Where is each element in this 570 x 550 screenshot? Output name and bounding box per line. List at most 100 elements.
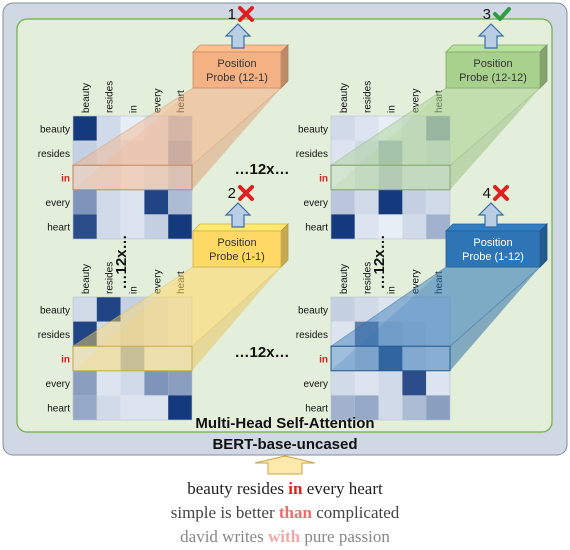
col-label-every: every xyxy=(152,89,163,113)
heatmap-cell xyxy=(144,214,169,239)
example-2-target: than xyxy=(278,503,312,522)
heatmap-cell xyxy=(331,321,355,347)
row-label-every: every xyxy=(46,198,70,209)
heatmap-cell xyxy=(354,321,379,347)
heatmap-cell xyxy=(120,346,145,371)
heatmap-cell xyxy=(120,321,145,347)
heatmap-cell xyxy=(168,165,192,190)
col-label-in: in xyxy=(387,105,398,113)
row-label-heart: heart xyxy=(305,404,328,415)
row-label-heart: heart xyxy=(47,223,70,234)
panel-tl: beauty resides in every heart beauty resides in… xyxy=(38,6,289,240)
heatmap-cell xyxy=(331,297,355,322)
repeat-label-right-vertical: …12x… xyxy=(371,234,388,289)
heatmap-cell xyxy=(331,395,355,420)
heatmap-cell xyxy=(331,165,355,190)
probe-number: 1 xyxy=(228,6,236,23)
row-label-heart: heart xyxy=(47,404,70,415)
heatmap-cell xyxy=(96,370,121,396)
heatmap-cell xyxy=(426,321,450,347)
heatmap-cell xyxy=(354,297,379,322)
cross-icon xyxy=(493,185,509,201)
col-label-resides: resides xyxy=(363,262,374,294)
heatmap-cell xyxy=(120,214,145,239)
check-icon xyxy=(493,7,511,21)
heatmap-cell xyxy=(96,140,121,166)
heatmap-cell xyxy=(426,116,450,141)
col-label-beauty: beauty xyxy=(81,83,92,113)
heatmap-cell xyxy=(120,165,145,190)
probe-title: Position xyxy=(217,58,256,70)
probe-projection-side xyxy=(450,267,540,371)
col-label-in: in xyxy=(387,286,398,294)
col-label-every: every xyxy=(410,89,421,113)
up-arrow xyxy=(224,202,252,228)
heatmap-cell xyxy=(168,346,192,371)
col-label-heart: heart xyxy=(434,271,445,294)
heatmap-cell xyxy=(168,395,192,420)
heatmap-cell xyxy=(331,140,355,166)
heatmap-cell xyxy=(144,346,169,371)
probe-title: Position xyxy=(473,237,512,249)
col-label-every: every xyxy=(410,270,421,294)
col-label-beauty: beauty xyxy=(339,83,350,113)
heatmap-cell xyxy=(402,214,427,239)
example-1-before: beauty resides xyxy=(187,479,289,498)
probe-label: Probe (1-1) xyxy=(209,251,265,263)
heatmap-cell xyxy=(402,165,427,190)
col-label-heart: heart xyxy=(434,90,445,113)
heatmap-cell xyxy=(73,297,97,322)
probe-box xyxy=(192,230,282,268)
heatmap-cell xyxy=(426,140,450,166)
heatmap-cell xyxy=(331,214,355,239)
heatmap-cell xyxy=(73,321,97,347)
probe-projection-front xyxy=(73,267,281,371)
heatmap-cell xyxy=(96,346,121,371)
col-label-in: in xyxy=(129,105,140,113)
heatmap-cell xyxy=(402,297,427,322)
probe-box-side xyxy=(539,44,548,89)
row-label-resides: resides xyxy=(38,330,70,341)
col-label-heart: heart xyxy=(176,271,187,294)
example-2-after: complicated xyxy=(311,503,400,522)
heatmap-cell xyxy=(402,140,427,166)
heatmap-cell xyxy=(378,140,403,166)
probe-projection-front xyxy=(73,88,281,190)
heatmap-cell xyxy=(168,321,192,347)
heatmap-cell xyxy=(168,140,192,166)
col-label-beauty: beauty xyxy=(339,264,350,294)
heatmap-cell xyxy=(426,370,450,396)
highlight-row-band xyxy=(330,345,451,372)
repeat-label-left-vertical: …12x… xyxy=(113,234,130,289)
heatmap-cell xyxy=(378,370,403,396)
panel-br: beauty resides in every heart beauty resides in… xyxy=(296,185,548,421)
heatmap-cell xyxy=(120,140,145,166)
probe-box-side xyxy=(539,223,548,268)
example-3-before: david writes xyxy=(180,527,268,546)
heatmap-cell xyxy=(144,321,169,347)
col-label-every: every xyxy=(152,270,163,294)
probe-number: 4 xyxy=(483,185,491,202)
heatmap-cell xyxy=(331,116,355,141)
heatmap-cell xyxy=(402,370,427,396)
probe-number: 3 xyxy=(483,6,491,23)
up-arrow xyxy=(477,202,505,228)
col-label-resides: resides xyxy=(105,81,116,113)
heatmap-cell xyxy=(73,140,97,166)
bert-label: BERT-base-uncased xyxy=(212,436,357,453)
up-arrow xyxy=(477,23,505,49)
heatmap-cell xyxy=(378,214,403,239)
heatmap-cell xyxy=(73,346,97,371)
probe-box-side xyxy=(280,223,289,268)
heatmap-cell xyxy=(378,321,403,347)
probe-title: Position xyxy=(217,237,256,249)
example-1-target: in xyxy=(288,479,303,498)
probe-number: 2 xyxy=(228,185,236,202)
row-label-in: in xyxy=(61,355,70,366)
heatmap-cell xyxy=(402,116,427,141)
example-sentence-3: david writes with pure passion xyxy=(0,527,570,547)
heatmap-cell xyxy=(378,346,403,371)
col-label-resides: resides xyxy=(363,81,374,113)
panel-bl: beauty resides in every heart beauty resides in… xyxy=(38,185,289,421)
